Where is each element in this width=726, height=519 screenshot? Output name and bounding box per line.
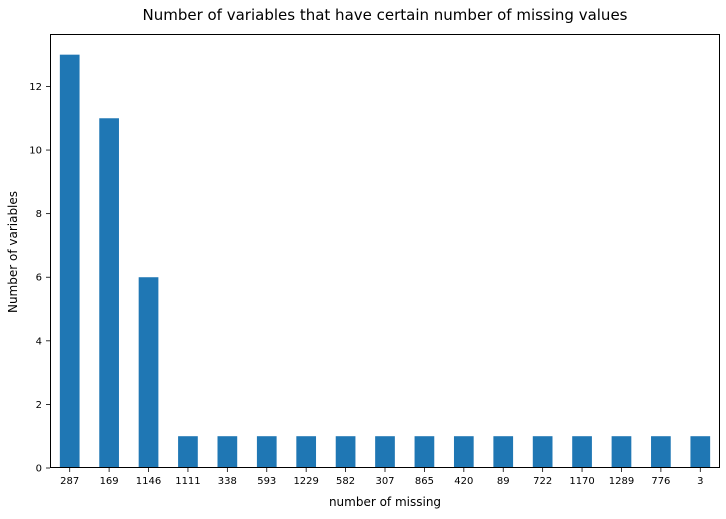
x-tick-label: 287 [60,476,79,487]
plot-frame [50,34,720,468]
y-tick-label: 2 [36,400,42,411]
x-tick-label: 1170 [569,476,594,487]
bar-307 [375,436,395,468]
x-tick-label: 420 [454,476,473,487]
bar-89 [493,436,514,468]
bar-1289 [611,436,632,468]
bar-1229 [296,436,317,468]
x-tick-label: 3 [697,476,703,487]
chart-title: Number of variables that have certain nu… [142,6,627,24]
bar-1146 [138,277,159,468]
bar-420 [453,436,474,468]
bar-287 [59,54,80,469]
bar-593 [256,436,277,468]
bars [59,54,711,469]
bar-776 [651,436,671,468]
x-tick-label: 593 [257,476,276,487]
y-axis: 0 2 4 6 8 10 12 [29,82,50,475]
x-axis: 287 169 1146 1111 338 593 1229 582 307 865 420 89 72… [60,468,703,487]
y-tick-label: 6 [36,273,42,284]
y-tick-label: 10 [29,146,42,157]
bar-1111 [178,436,198,468]
y-tick-label: 0 [36,464,42,475]
bar-169 [99,118,119,468]
x-tick-label: 307 [375,476,394,487]
x-tick-label: 582 [336,476,355,487]
x-tick-label: 338 [218,476,237,487]
bar-722 [532,436,553,468]
x-tick-label: 776 [651,476,670,487]
x-tick-label: 89 [497,476,510,487]
x-tick-label: 1146 [136,476,161,487]
x-tick-label: 1111 [175,476,200,487]
x-tick-label: 169 [100,476,119,487]
y-tick-label: 8 [36,209,42,220]
y-tick-label: 12 [29,82,42,93]
bar-582 [335,436,356,468]
y-axis-label: Number of variables [6,191,20,313]
x-tick-label: 1289 [609,476,634,487]
x-tick-label: 1229 [293,476,318,487]
bar-3 [690,436,711,468]
y-tick-label: 4 [36,336,42,347]
bar-865 [414,436,435,468]
bar-1170 [572,436,592,468]
x-tick-label: 865 [415,476,434,487]
x-tick-label: 722 [533,476,552,487]
x-axis-label: number of missing [329,495,441,509]
bar-338 [217,436,238,468]
